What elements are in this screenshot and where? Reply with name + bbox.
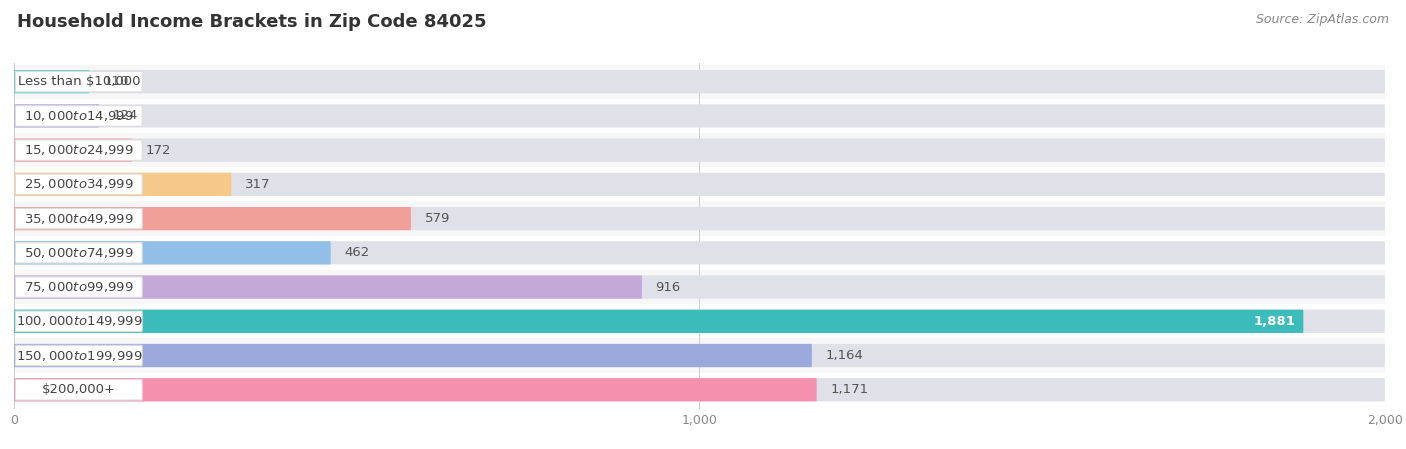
Text: $35,000 to $49,999: $35,000 to $49,999 — [24, 211, 134, 225]
Text: $15,000 to $24,999: $15,000 to $24,999 — [24, 143, 134, 157]
FancyBboxPatch shape — [14, 138, 132, 162]
FancyBboxPatch shape — [14, 104, 98, 128]
FancyBboxPatch shape — [14, 70, 90, 93]
FancyBboxPatch shape — [14, 207, 411, 230]
FancyBboxPatch shape — [14, 310, 1385, 333]
FancyBboxPatch shape — [15, 242, 142, 263]
FancyBboxPatch shape — [14, 275, 1385, 299]
Text: Household Income Brackets in Zip Code 84025: Household Income Brackets in Zip Code 84… — [17, 13, 486, 31]
FancyBboxPatch shape — [15, 277, 142, 297]
Bar — [14, 202, 1385, 236]
Bar — [14, 99, 1385, 133]
FancyBboxPatch shape — [14, 241, 330, 264]
Text: $10,000 to $14,999: $10,000 to $14,999 — [24, 109, 134, 123]
Bar — [14, 167, 1385, 202]
Bar — [14, 339, 1385, 373]
FancyBboxPatch shape — [14, 104, 1385, 128]
Text: 317: 317 — [245, 178, 270, 191]
FancyBboxPatch shape — [14, 70, 1385, 93]
FancyBboxPatch shape — [15, 140, 142, 160]
Bar — [14, 270, 1385, 304]
Text: Less than $10,000: Less than $10,000 — [18, 75, 141, 88]
Bar — [14, 373, 1385, 407]
FancyBboxPatch shape — [14, 378, 1385, 401]
FancyBboxPatch shape — [15, 208, 142, 229]
FancyBboxPatch shape — [14, 138, 1385, 162]
Text: 172: 172 — [146, 144, 172, 157]
FancyBboxPatch shape — [14, 173, 1385, 196]
Text: 1,171: 1,171 — [831, 383, 869, 396]
Text: Source: ZipAtlas.com: Source: ZipAtlas.com — [1256, 13, 1389, 26]
FancyBboxPatch shape — [14, 275, 643, 299]
Bar — [14, 133, 1385, 167]
Text: $200,000+: $200,000+ — [42, 383, 115, 396]
FancyBboxPatch shape — [15, 174, 142, 194]
FancyBboxPatch shape — [15, 106, 142, 126]
Text: $100,000 to $149,999: $100,000 to $149,999 — [15, 314, 142, 328]
FancyBboxPatch shape — [15, 345, 142, 366]
FancyBboxPatch shape — [14, 344, 1385, 367]
Text: 124: 124 — [112, 110, 138, 123]
Text: 1,881: 1,881 — [1253, 315, 1295, 328]
Text: $75,000 to $99,999: $75,000 to $99,999 — [24, 280, 134, 294]
FancyBboxPatch shape — [15, 379, 142, 400]
FancyBboxPatch shape — [14, 207, 1385, 230]
Text: 579: 579 — [425, 212, 450, 225]
Text: $50,000 to $74,999: $50,000 to $74,999 — [24, 246, 134, 260]
Text: $25,000 to $34,999: $25,000 to $34,999 — [24, 177, 134, 191]
FancyBboxPatch shape — [14, 344, 811, 367]
Bar — [14, 304, 1385, 339]
Text: 110: 110 — [103, 75, 128, 88]
FancyBboxPatch shape — [14, 310, 1303, 333]
FancyBboxPatch shape — [14, 241, 1385, 264]
Bar — [14, 65, 1385, 99]
FancyBboxPatch shape — [14, 173, 232, 196]
Text: $150,000 to $199,999: $150,000 to $199,999 — [15, 348, 142, 362]
FancyBboxPatch shape — [15, 311, 142, 331]
Text: 916: 916 — [655, 281, 681, 294]
Text: 1,164: 1,164 — [825, 349, 863, 362]
Bar — [14, 236, 1385, 270]
FancyBboxPatch shape — [15, 71, 142, 92]
Text: 462: 462 — [344, 247, 370, 260]
FancyBboxPatch shape — [14, 378, 817, 401]
